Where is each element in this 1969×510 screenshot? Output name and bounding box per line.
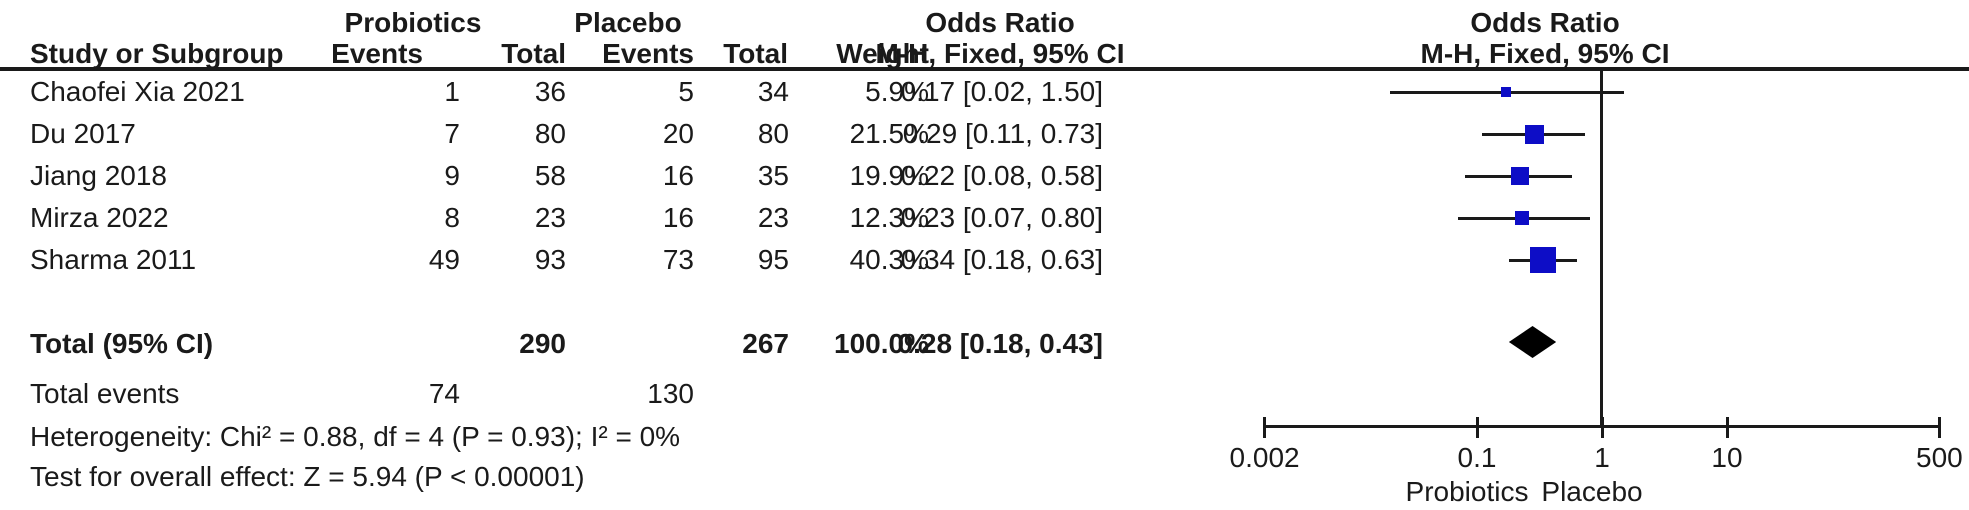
probiotics-events: 49 xyxy=(428,244,460,275)
null-effect-line xyxy=(1600,70,1603,427)
placebo-total: 80 xyxy=(757,118,789,149)
study-name: Du 2017 xyxy=(30,118,136,149)
odds-ratio-text: 0.29 [0.11, 0.73] xyxy=(902,118,1103,149)
col-header-probiotics-total: Total xyxy=(501,38,566,69)
col-header-placebo-total: Total xyxy=(723,38,788,69)
probiotics-events: 1 xyxy=(444,76,460,107)
placebo-events: 20 xyxy=(662,118,694,149)
weight: 5.9% xyxy=(865,76,929,107)
col-header-probiotics-events: Events xyxy=(331,38,423,69)
favours-probiotics-label: Probiotics xyxy=(1405,476,1529,507)
placebo-events: 73 xyxy=(662,244,694,275)
placebo-total: 34 xyxy=(757,76,789,107)
group-header-probiotics: Probiotics xyxy=(344,7,482,38)
total-events-placebo: 130 xyxy=(647,378,694,409)
col-header-mh-fixed-ci-plot: M-H, Fixed, 95% CI xyxy=(1420,38,1670,69)
col-header-weight: Weight xyxy=(836,38,929,69)
weight: 40.3% xyxy=(849,244,929,275)
probiotics-events: 9 xyxy=(444,160,460,191)
overall-effect-note: Test for overall effect: Z = 5.94 (P < 0… xyxy=(30,461,585,492)
probiotics-total: 23 xyxy=(534,202,566,233)
total-odds-ratio-text: 0.28 [0.18, 0.43] xyxy=(897,328,1103,359)
total-events-label: Total events xyxy=(30,378,180,409)
group-header-placebo: Placebo xyxy=(574,7,682,38)
point-estimate-square xyxy=(1530,247,1557,273)
placebo-events: 5 xyxy=(678,76,694,107)
x-axis-tick-label: 1 xyxy=(1594,442,1610,473)
study-name: Sharma 2011 xyxy=(30,244,197,275)
probiotics-total: 80 xyxy=(534,118,566,149)
col-header-mh-fixed-ci: M-H, Fixed, 95% CI xyxy=(875,38,1125,69)
probiotics-total: 58 xyxy=(534,160,566,191)
col-header-study: Study or Subgroup xyxy=(30,38,284,69)
study-name: Jiang 2018 xyxy=(30,160,168,191)
header-divider-line xyxy=(0,67,1969,71)
x-axis-tick xyxy=(1263,417,1267,438)
x-axis-tick-label: 0.002 xyxy=(1229,442,1300,473)
total-row-label: Total (95% CI) xyxy=(30,328,214,359)
favours-placebo-label: Placebo xyxy=(1541,476,1643,507)
x-axis-tick-label: 0.1 xyxy=(1457,442,1497,473)
placebo-total: 95 xyxy=(757,244,789,275)
study-name: Chaofei Xia 2021 xyxy=(30,76,245,107)
x-axis-tick xyxy=(1600,417,1604,438)
odds-ratio-text: 0.22 [0.08, 0.58] xyxy=(900,160,1103,191)
probiotics-events: 8 xyxy=(444,202,460,233)
probiotics-events: 7 xyxy=(444,118,460,149)
x-axis-tick xyxy=(1475,417,1479,438)
total-diamond xyxy=(1508,326,1557,358)
total-weight: 100.0% xyxy=(834,328,929,359)
x-axis-tick-label: 500 xyxy=(1916,442,1963,473)
col-header-placebo-events: Events xyxy=(602,38,694,69)
point-estimate-square xyxy=(1525,124,1545,144)
point-estimate-square xyxy=(1500,87,1511,97)
placebo-total: 35 xyxy=(757,160,789,191)
x-axis-tick xyxy=(1725,417,1729,438)
study-name: Mirza 2022 xyxy=(30,202,169,233)
total-events-probiotics: 74 xyxy=(428,378,460,409)
point-estimate-square xyxy=(1510,167,1529,185)
total-probiotics-total: 290 xyxy=(519,328,566,359)
group-header-odds-ratio-plot: Odds Ratio xyxy=(1470,7,1620,38)
probiotics-total: 36 xyxy=(534,76,566,107)
total-placebo-total: 267 xyxy=(742,328,789,359)
point-estimate-square xyxy=(1515,211,1530,225)
weight: 21.5% xyxy=(849,118,929,149)
odds-ratio-text: 0.23 [0.07, 0.80] xyxy=(900,202,1103,233)
placebo-events: 16 xyxy=(662,202,694,233)
x-axis-tick xyxy=(1937,417,1941,438)
heterogeneity-note: Heterogeneity: Chi² = 0.88, df = 4 (P = … xyxy=(30,421,681,452)
placebo-events: 16 xyxy=(662,160,694,191)
group-header-odds-ratio-text: Odds Ratio xyxy=(925,7,1075,38)
probiotics-total: 93 xyxy=(534,244,566,275)
x-axis-tick-label: 10 xyxy=(1711,442,1743,473)
placebo-total: 23 xyxy=(757,202,789,233)
odds-ratio-text: 0.34 [0.18, 0.63] xyxy=(900,244,1103,275)
odds-ratio-text: 0.17 [0.02, 1.50] xyxy=(900,76,1103,107)
weight: 12.3% xyxy=(849,202,929,233)
weight: 19.9% xyxy=(849,160,929,191)
